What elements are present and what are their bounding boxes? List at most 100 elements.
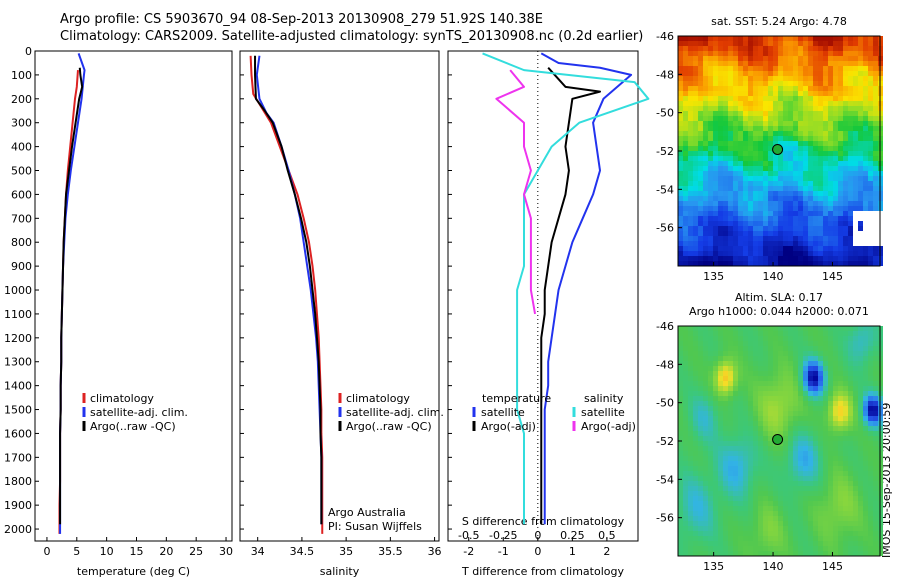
sla-map-cell (738, 361, 743, 366)
sst-map-cell (803, 51, 808, 56)
sst-map-cell (728, 251, 733, 256)
salinity-axes-box (239, 50, 440, 542)
sst-map-cell (743, 171, 748, 176)
sst-map-cell (768, 106, 773, 111)
sst-map-cell (778, 106, 783, 111)
sst-map-cell (773, 71, 778, 76)
sla-map-cell (713, 516, 718, 521)
sst-map-cell (773, 106, 778, 111)
sla-map-cell (853, 436, 858, 441)
sst-map-cell (768, 86, 773, 91)
sla-map-cell (813, 416, 818, 421)
sst-map-cell (778, 71, 783, 76)
sst-map-cell (788, 106, 793, 111)
sst-map-cell (708, 61, 713, 66)
sst-map-cell (693, 216, 698, 221)
sst-map-cell (843, 156, 848, 161)
sst-map-cell (703, 221, 708, 226)
sla-map-cell (728, 471, 733, 476)
sla-map-cell (763, 551, 768, 556)
sst-map-cell (748, 181, 753, 186)
sla-map-cell (768, 336, 773, 341)
sla-map-cell (793, 426, 798, 431)
sst-map-cell (713, 206, 718, 211)
sla-map-cell (803, 396, 808, 401)
sst-map-cell (833, 61, 838, 66)
sla-map-cell (703, 431, 708, 436)
sst-map-cell (788, 66, 793, 71)
sst-map-cell (733, 141, 738, 146)
sst-map-cell (843, 171, 848, 176)
sla-map-cell (703, 486, 708, 491)
sla-map-cell (788, 346, 793, 351)
sla-map-cell (823, 426, 828, 431)
sla-map-cell (698, 416, 703, 421)
sla-map-cell (688, 526, 693, 531)
sst-map-cell (708, 71, 713, 76)
sla-map-cell (778, 341, 783, 346)
sla-map-cell (773, 461, 778, 466)
sst-map-cell (798, 111, 803, 116)
sst-map-cell (808, 61, 813, 66)
sla-map-cell (793, 441, 798, 446)
sla-map-cell (723, 461, 728, 466)
sst-map-cell (713, 246, 718, 251)
sla-map-cell (858, 451, 863, 456)
sst-map-cell (828, 101, 833, 106)
sst-map-cell (713, 91, 718, 96)
sla-map-cell (793, 341, 798, 346)
sla-map-cell (688, 441, 693, 446)
sla-map-cell (828, 501, 833, 506)
sst-map-cell (713, 116, 718, 121)
sla-map-cell (698, 526, 703, 531)
sst-map-cell (713, 121, 718, 126)
sla-map-cell (693, 531, 698, 536)
sla-map-cell (853, 356, 858, 361)
sla-map-cell (688, 376, 693, 381)
sla-map-cell (868, 426, 873, 431)
sla-map-cell (773, 401, 778, 406)
sst-map-cell (843, 146, 848, 151)
sst-map-cell (823, 51, 828, 56)
sst-map-cell (773, 256, 778, 261)
sst-map-cell (793, 221, 798, 226)
sla-map-cell (803, 416, 808, 421)
sla-map-cell (758, 356, 763, 361)
sla-map-cell (678, 441, 683, 446)
sla-map-cell (708, 381, 713, 386)
sst-map-cell (718, 156, 723, 161)
sla-map-cell (778, 426, 783, 431)
sla-map-cell (813, 466, 818, 471)
sst-map-cell (688, 206, 693, 211)
sst-map-cell (858, 186, 863, 191)
sst-map-cell (838, 226, 843, 231)
sst-map-cell (823, 161, 828, 166)
temperature-xtick-label: 15 (129, 545, 143, 558)
sla-map-cell (863, 346, 868, 351)
sla-map-cell (778, 476, 783, 481)
sla-map-cell (828, 326, 833, 331)
sla-map-cell (678, 366, 683, 371)
sla-map-cell (848, 331, 853, 336)
sst-map-cell (868, 241, 873, 246)
sst-map-cell (808, 201, 813, 206)
sst-map-cell (693, 251, 698, 256)
sst-map-cell (713, 201, 718, 206)
sla-map-cell (798, 416, 803, 421)
sst-map-cell (808, 181, 813, 186)
sst-map-cell (738, 116, 743, 121)
sst-map-cell (808, 106, 813, 111)
sla-map-cell (743, 371, 748, 376)
sst-map-cell (813, 226, 818, 231)
sla-map-cell (718, 411, 723, 416)
sla-map-cell (753, 356, 758, 361)
sla-map-cell (843, 476, 848, 481)
sla-map-cell (783, 386, 788, 391)
sst-map-cell (708, 81, 713, 86)
sst-map-cell (863, 131, 868, 136)
sla-map-cell (683, 436, 688, 441)
sla-map-cell (763, 386, 768, 391)
sst-map-cell (798, 231, 803, 236)
sla-map-cell (718, 416, 723, 421)
sla-map-cell (788, 421, 793, 426)
